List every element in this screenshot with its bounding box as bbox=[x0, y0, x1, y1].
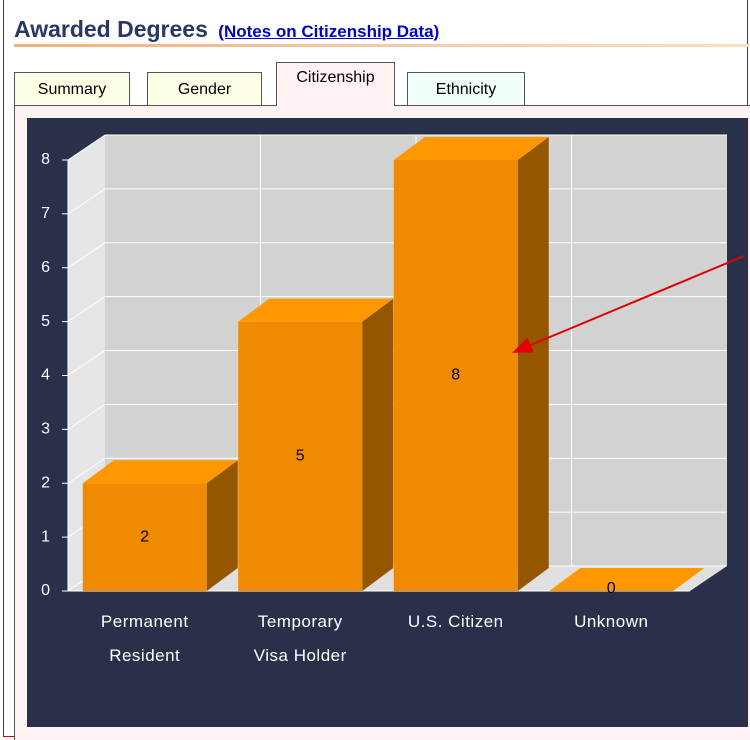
grid-line bbox=[67, 242, 106, 269]
tab[interactable]: Citizenship bbox=[276, 62, 395, 106]
x-tick-label: Temporary Visa Holder bbox=[253, 612, 347, 665]
bar-side bbox=[517, 137, 549, 591]
chart: 0 1 2 3 4 5 6 7 8 2 5 8 0 bbox=[27, 118, 748, 727]
grid-line bbox=[67, 134, 106, 161]
x-tick-label: Unknown bbox=[574, 612, 649, 631]
data-label: 2 bbox=[140, 528, 149, 545]
bar bbox=[393, 160, 518, 591]
tab[interactable]: Summary bbox=[14, 72, 130, 105]
bar-top bbox=[549, 568, 705, 591]
tab[interactable]: Gender bbox=[147, 72, 262, 105]
y-tick-label: 0 bbox=[41, 582, 50, 599]
y-tick-label: 6 bbox=[41, 259, 50, 276]
bar bbox=[82, 483, 207, 591]
notes-link[interactable]: (Notes on Citizenship Data) bbox=[218, 22, 440, 41]
y-tick-label: 3 bbox=[41, 421, 50, 438]
x-tick-label: U.S. Citizen bbox=[407, 612, 504, 631]
grid-line bbox=[67, 350, 106, 376]
bar bbox=[238, 321, 363, 591]
y-tick-label: 4 bbox=[41, 367, 50, 384]
grid-line bbox=[67, 296, 106, 323]
y-tick-label: 1 bbox=[41, 528, 50, 545]
bar-top bbox=[238, 298, 394, 322]
grid-line bbox=[67, 188, 106, 215]
y-tick-label: 5 bbox=[41, 313, 50, 330]
data-label: 8 bbox=[451, 367, 460, 384]
grid-line bbox=[67, 457, 106, 484]
bar-side bbox=[362, 298, 394, 591]
bar-side bbox=[206, 460, 238, 591]
title-rule bbox=[14, 44, 750, 47]
bar-top bbox=[393, 137, 549, 160]
header: Awarded Degrees (Notes on Citizenship Da… bbox=[14, 16, 439, 43]
y-tick-label: 2 bbox=[41, 474, 50, 491]
y-tick-label: 7 bbox=[41, 205, 50, 222]
bar-top bbox=[82, 460, 238, 484]
grid-line bbox=[67, 403, 106, 430]
data-label: 0 bbox=[607, 580, 616, 597]
x-tick-label: Permanent Resident bbox=[100, 612, 189, 665]
data-label: 5 bbox=[296, 448, 305, 465]
tab[interactable]: Ethnicity bbox=[407, 72, 525, 105]
y-tick-label: 8 bbox=[41, 151, 50, 168]
page-title: Awarded Degrees bbox=[14, 16, 208, 42]
